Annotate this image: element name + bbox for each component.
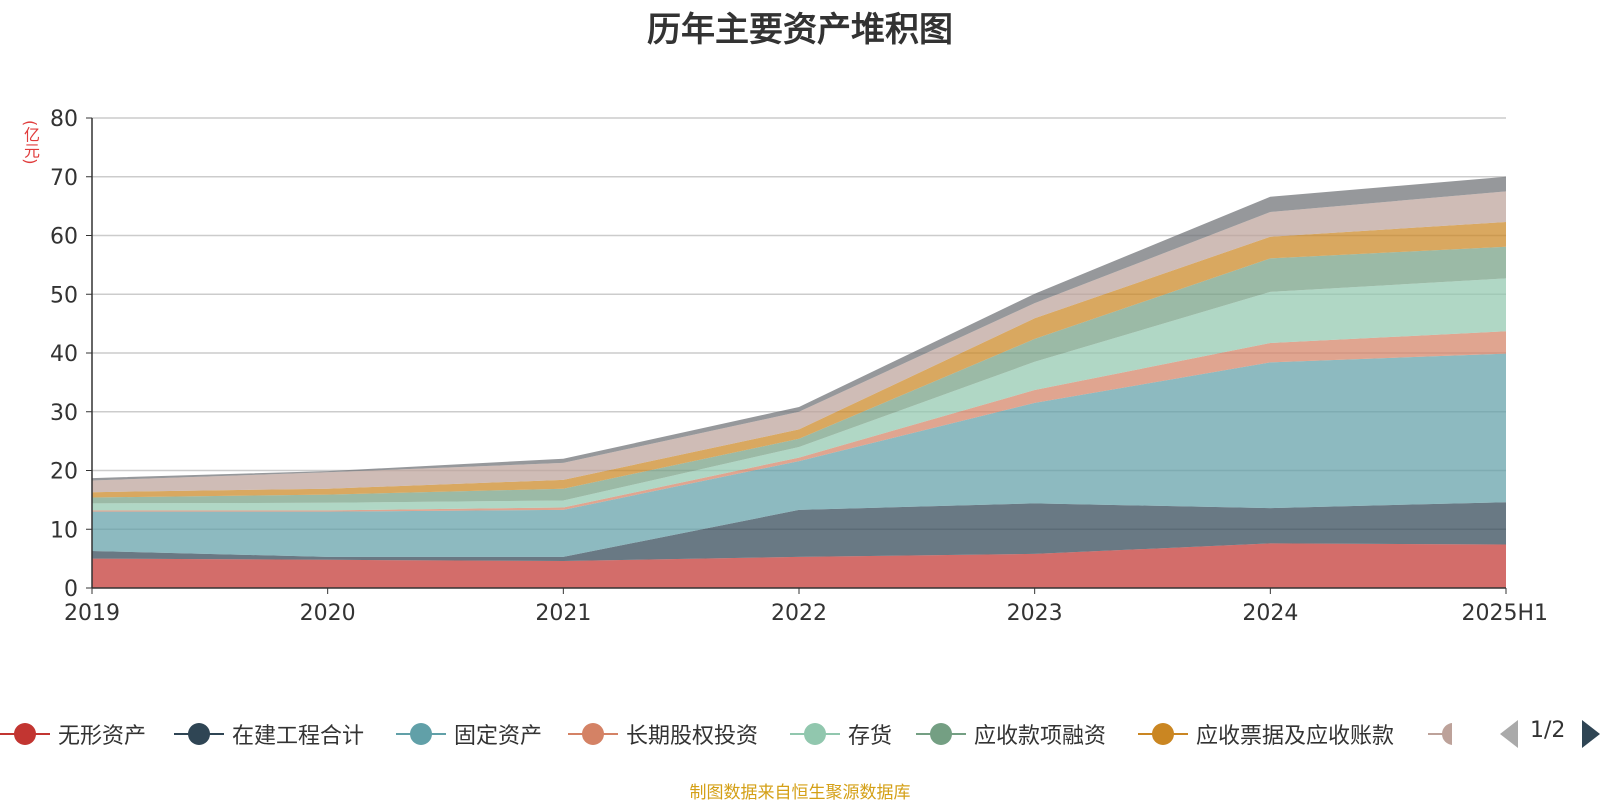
y-tick-label: 80	[50, 107, 78, 132]
legend-label: 存货	[848, 724, 893, 749]
area-series-1	[92, 502, 1506, 561]
legend-item[interactable]: 应收票据及应收账款	[1138, 718, 1394, 750]
y-tick-label: 40	[50, 342, 78, 367]
area-series-6	[92, 222, 1506, 498]
legend-label: 固定资产	[454, 724, 543, 749]
y-tick-label: 70	[50, 166, 78, 191]
area-series	[92, 176, 1506, 588]
area-series-3	[92, 331, 1506, 512]
x-tick-label: 2020	[300, 601, 356, 626]
x-tick-label: 2025H1	[1461, 601, 1548, 626]
area-series-0	[92, 543, 1506, 588]
legend-item[interactable]: 无形资产	[0, 718, 146, 750]
x-tick-label: 2021	[535, 601, 591, 626]
legend-next-page-icon[interactable]	[1582, 720, 1600, 748]
legend-item[interactable]: 应收款项融资	[916, 718, 1106, 750]
y-tick-label: 0	[64, 577, 78, 602]
y-tick-label: 60	[50, 225, 78, 250]
y-tick-label: 10	[50, 518, 78, 543]
legend-swatch-icon	[568, 718, 618, 750]
area-series-8	[92, 176, 1506, 481]
legend-label: 无形资产	[58, 724, 147, 749]
x-tick-label: 2023	[1007, 601, 1063, 626]
legend-pager: 1/2	[1500, 718, 1600, 750]
legend-swatch-icon	[916, 718, 966, 750]
legend-item[interactable]: 固定资产	[396, 718, 542, 750]
legend-swatch-icon	[790, 718, 840, 750]
legend-label: 应收票据及应收账款	[1196, 724, 1395, 749]
chart-title: 历年主要资产堆积图	[647, 10, 953, 50]
legend-label: 长期股权投资	[626, 724, 759, 749]
axes: 0 10 20 30 40 50 60 70 80 2019 2020 2021 2022 2023 202…	[50, 107, 1548, 626]
legend-swatch-icon	[396, 718, 446, 750]
legend-item[interactable]: 长期股权投资	[568, 718, 758, 750]
stacked-area-chart: 0 10 20 30 40 50 60 70 80 2019 2020 2021 2022 2023 202…	[50, 107, 1548, 626]
y-tick-label: 50	[50, 283, 78, 308]
area-series-4	[92, 278, 1506, 511]
source-note: 制图数据来自恒生聚源数据库	[689, 783, 911, 803]
y-tick-label: 30	[50, 401, 78, 426]
legend: 无形资产 在建工程合计 固定资产 长期股权投资 存货 应收款项融资 应收票据及应收账款	[0, 718, 1600, 758]
x-tick-label: 2024	[1242, 601, 1298, 626]
legend-label: 应收款项融资	[974, 724, 1107, 749]
legend-prev-page-icon[interactable]	[1500, 720, 1518, 748]
area-series-5	[92, 246, 1506, 504]
legend-item-partial[interactable]	[1428, 718, 1452, 750]
x-tick-label: 2022	[771, 601, 827, 626]
legend-label: 在建工程合计	[232, 724, 365, 749]
y-tick-label: 20	[50, 460, 78, 485]
legend-item[interactable]: 在建工程合计	[174, 718, 364, 750]
area-series-2	[92, 353, 1506, 557]
legend-swatch-icon	[0, 718, 50, 750]
y-axis-unit-label: (亿元)	[21, 120, 40, 165]
legend-swatch-icon	[1138, 718, 1188, 750]
legend-item[interactable]: 存货	[790, 718, 892, 750]
legend-swatch-icon	[174, 718, 224, 750]
x-tick-label: 2019	[64, 601, 120, 626]
legend-swatch-icon	[1428, 718, 1452, 750]
area-series-7	[92, 191, 1506, 493]
legend-page-count: 1/2	[1530, 718, 1566, 743]
